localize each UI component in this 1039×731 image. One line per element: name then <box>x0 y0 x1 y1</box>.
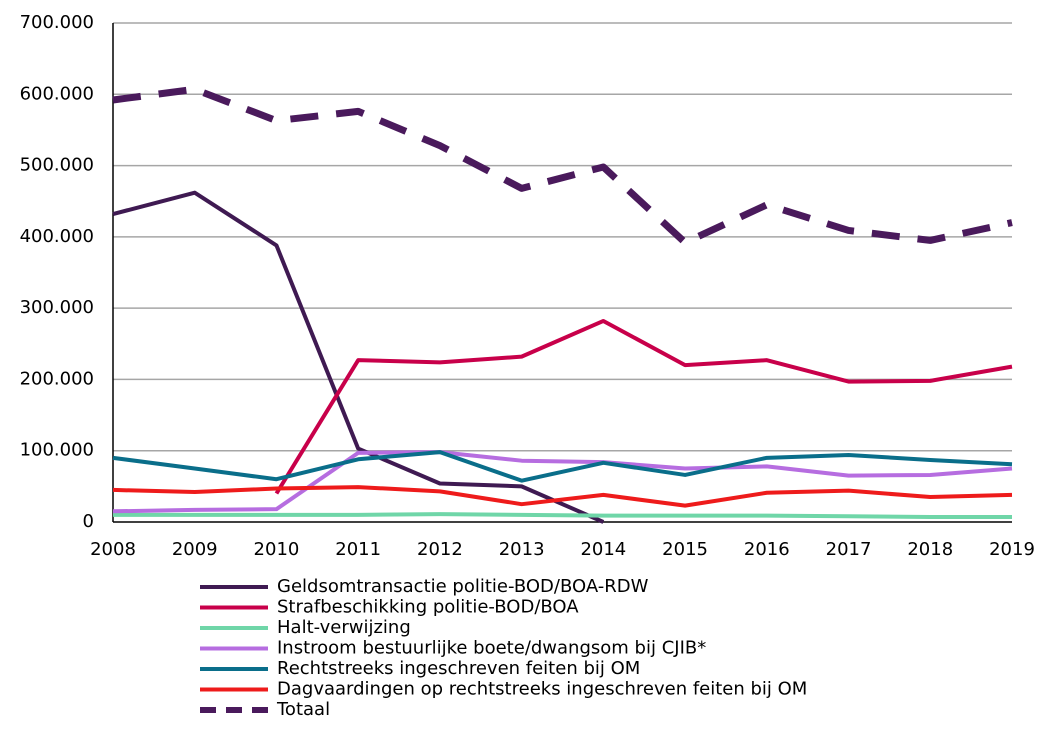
x-tick-label: 2014 <box>580 539 626 560</box>
legend-label: Halt-verwijzing <box>277 617 411 638</box>
x-tick-label: 2008 <box>90 539 136 560</box>
x-tick-label: 2017 <box>826 539 872 560</box>
x-tick-label: 2019 <box>989 539 1035 560</box>
x-tick-label: 2009 <box>172 539 218 560</box>
series-line <box>112 450 1013 514</box>
x-tick-label: 2011 <box>335 539 381 560</box>
y-tick-label: 700.000 <box>20 12 94 33</box>
x-tick-label: 2010 <box>254 539 300 560</box>
legend-label: Instroom bestuurlijke boete/dwangsom bij… <box>277 638 706 659</box>
legend-label: Rechtstreeks ingeschreven feiten bij OM <box>277 658 640 679</box>
x-tick-label: 2012 <box>417 539 463 560</box>
series-line <box>112 85 1013 247</box>
series-line <box>112 485 1013 508</box>
x-tick-label: 2018 <box>907 539 953 560</box>
y-tick-label: 300.000 <box>20 297 94 318</box>
x-tick-label: 2016 <box>744 539 790 560</box>
legend-label: Dagvaardingen op rechtstreeks ingeschrev… <box>277 679 807 700</box>
y-tick-label: 400.000 <box>20 226 94 247</box>
y-tick-label: 100.000 <box>20 440 94 461</box>
legend-label: Geldsomtransactie politie-BOD/BOA-RDW <box>277 576 649 597</box>
series-line <box>274 318 1013 495</box>
x-tick-label: 2013 <box>499 539 545 560</box>
y-tick-label: 500.000 <box>20 155 94 176</box>
y-tick-label: 0 <box>83 511 94 532</box>
series-line <box>112 190 605 524</box>
series-line <box>112 450 1013 483</box>
legend-label: Strafbeschikking politie-BOD/BOA <box>277 597 579 618</box>
y-tick-label: 600.000 <box>20 83 94 104</box>
series-line <box>113 512 1012 520</box>
legend-label: Totaal <box>276 699 330 720</box>
y-tick-label: 200.000 <box>20 368 94 389</box>
x-tick-label: 2015 <box>662 539 708 560</box>
